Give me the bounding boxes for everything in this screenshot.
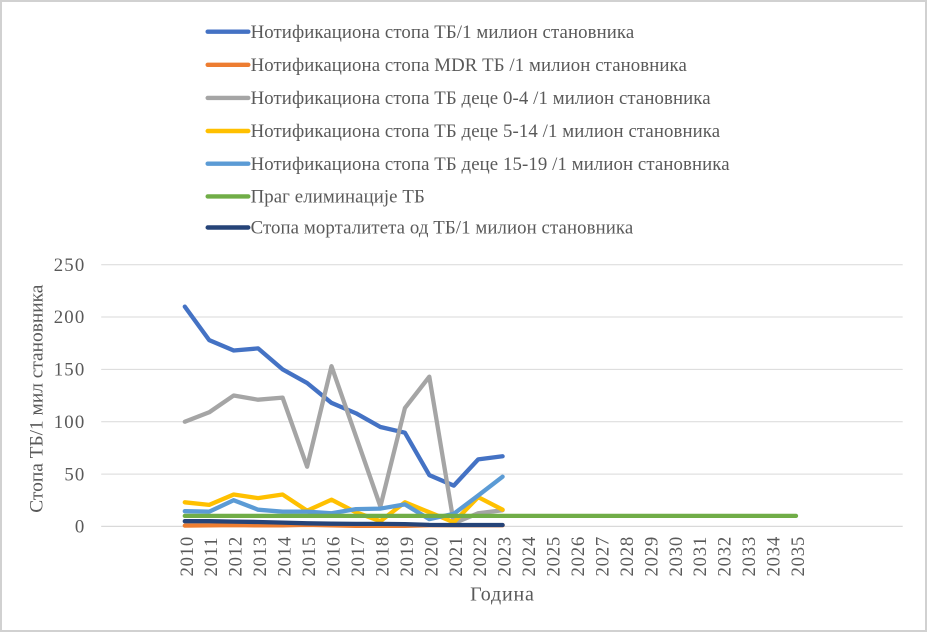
svg-text:0: 0 xyxy=(75,517,86,538)
svg-text:2035: 2035 xyxy=(788,536,809,577)
svg-text:2028: 2028 xyxy=(617,536,638,577)
svg-text:2024: 2024 xyxy=(519,536,540,577)
svg-text:2022: 2022 xyxy=(470,536,491,577)
svg-text:2014: 2014 xyxy=(275,536,296,577)
svg-text:2012: 2012 xyxy=(226,536,247,577)
svg-text:2010: 2010 xyxy=(177,536,198,577)
svg-text:2027: 2027 xyxy=(593,536,614,577)
svg-text:250: 250 xyxy=(54,255,86,276)
svg-text:2013: 2013 xyxy=(250,536,271,577)
svg-text:2030: 2030 xyxy=(666,536,687,577)
svg-text:2017: 2017 xyxy=(348,536,369,577)
svg-text:2033: 2033 xyxy=(739,536,760,577)
svg-text:Стопа морталитета од ТБ/1 мили: Стопа морталитета од ТБ/1 милион становн… xyxy=(251,218,634,239)
svg-text:2026: 2026 xyxy=(568,536,589,577)
svg-text:2021: 2021 xyxy=(446,536,467,577)
svg-text:Стопа ТБ/1 мил становника: Стопа ТБ/1 мил становника xyxy=(27,284,48,513)
svg-text:2019: 2019 xyxy=(397,536,418,577)
svg-text:2016: 2016 xyxy=(324,536,345,577)
svg-text:2034: 2034 xyxy=(764,536,785,577)
svg-text:Нотификациона стопа ТБ деце 5-: Нотификациона стопа ТБ деце 5-14 /1 мили… xyxy=(251,121,721,142)
svg-text:100: 100 xyxy=(54,412,86,433)
svg-text:Нотификациона стопа ТБ деце 0-: Нотификациона стопа ТБ деце 0-4 /1 милио… xyxy=(251,88,712,109)
svg-text:2032: 2032 xyxy=(715,536,736,577)
svg-text:Праг елиминације ТБ: Праг елиминације ТБ xyxy=(251,187,425,208)
svg-text:2018: 2018 xyxy=(372,536,393,577)
svg-text:50: 50 xyxy=(64,464,85,485)
svg-text:2015: 2015 xyxy=(299,536,320,577)
svg-text:2029: 2029 xyxy=(641,536,662,577)
svg-text:2031: 2031 xyxy=(690,536,711,577)
svg-text:200: 200 xyxy=(54,307,86,328)
svg-text:Нотификациона стопа ТБ/1 милио: Нотификациона стопа ТБ/1 милион становни… xyxy=(251,22,635,43)
svg-text:2011: 2011 xyxy=(201,537,222,577)
svg-text:2025: 2025 xyxy=(544,536,565,577)
svg-text:2020: 2020 xyxy=(421,536,442,577)
svg-text:2023: 2023 xyxy=(495,536,516,577)
svg-text:Година: Година xyxy=(470,584,535,606)
svg-text:Нотификациона стопа ТБ деце 15: Нотификациона стопа ТБ деце 15-19 /1 мил… xyxy=(251,154,731,175)
svg-text:Нотификациона стопа MDR ТБ /1: Нотификациона стопа MDR ТБ /1 милион ста… xyxy=(251,55,688,76)
svg-text:150: 150 xyxy=(54,360,86,381)
